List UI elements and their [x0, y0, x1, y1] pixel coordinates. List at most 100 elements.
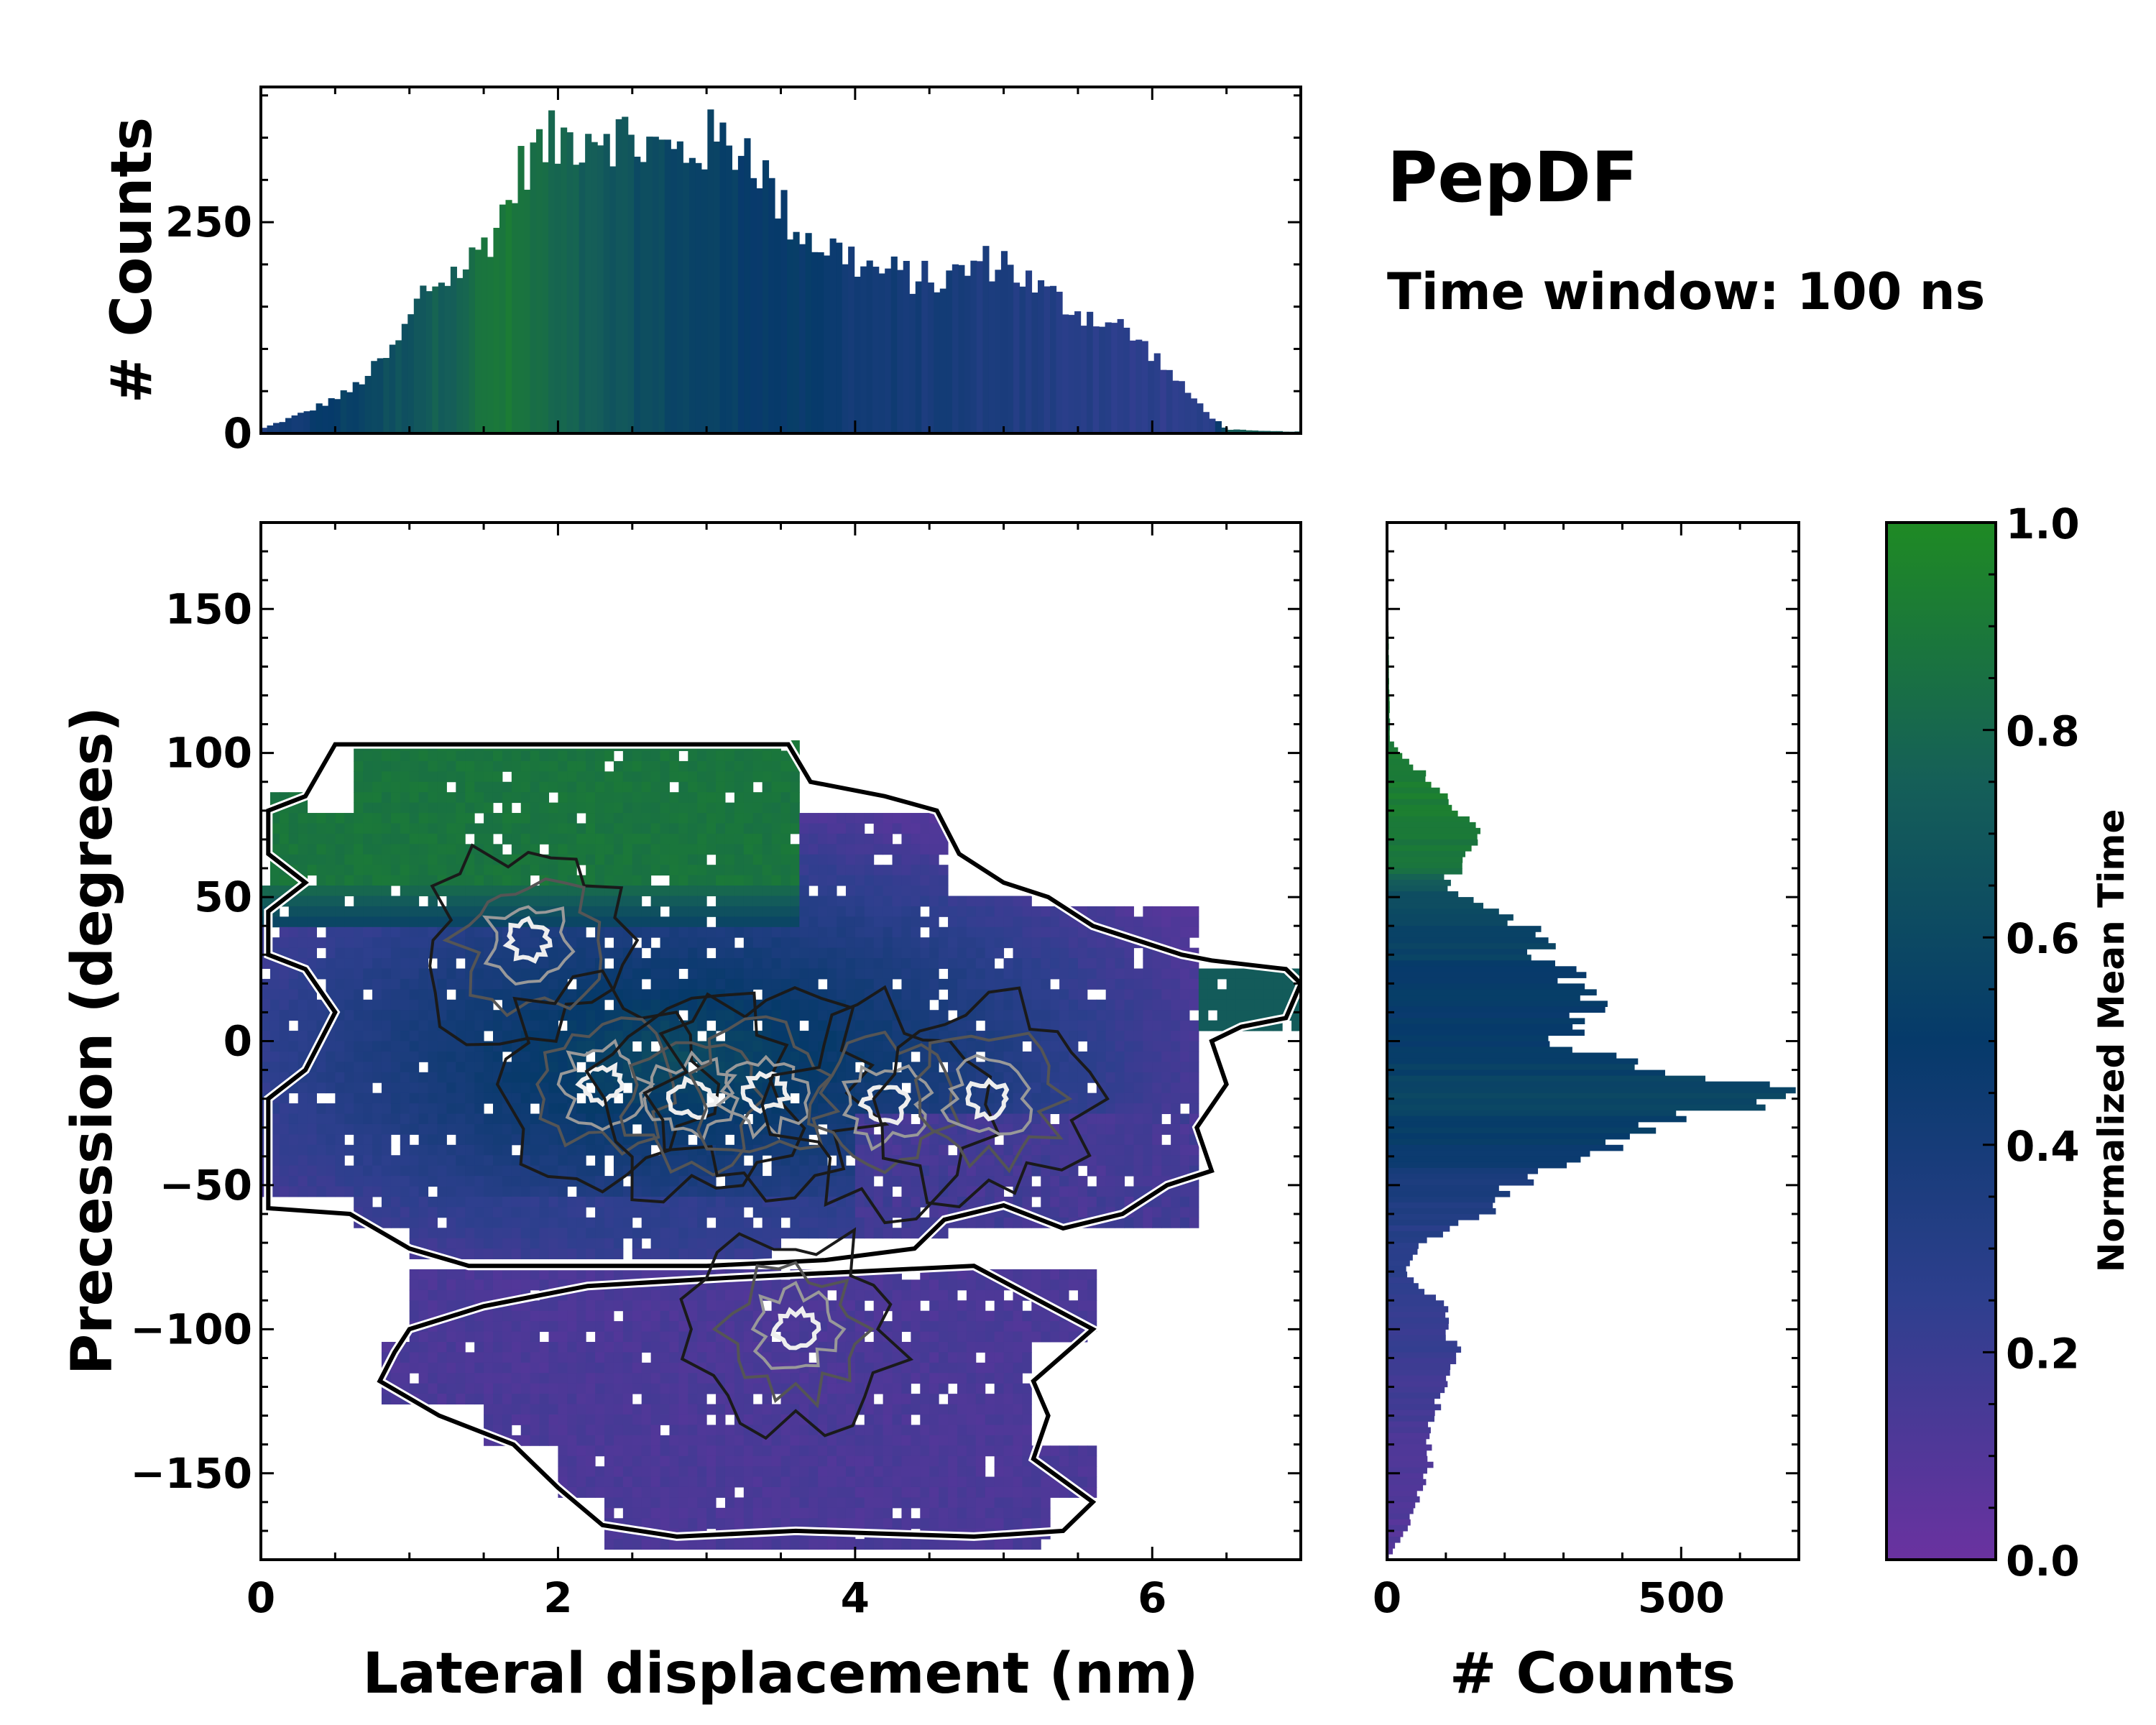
heatmap-cell — [409, 1010, 420, 1021]
heatmap-cell — [548, 886, 558, 896]
heatmap-cell — [734, 823, 745, 834]
heatmap-cell — [762, 947, 773, 959]
heatmap-cell — [456, 978, 466, 990]
heatmap-cell — [604, 1072, 614, 1083]
heatmap-cell — [734, 1031, 745, 1041]
heatmap-cell — [854, 1362, 865, 1374]
heatmap-cell — [446, 1341, 456, 1353]
top-histogram-bar — [995, 270, 1002, 433]
heatmap-cell — [901, 937, 911, 949]
heatmap-cell — [892, 1425, 902, 1436]
heatmap-cell — [799, 854, 809, 865]
heatmap-cell — [492, 1031, 503, 1041]
top-histogram-bar — [1251, 430, 1259, 433]
heatmap-cell — [873, 1155, 884, 1167]
heatmap-cell — [390, 781, 401, 793]
heatmap-cell — [688, 1414, 698, 1425]
heatmap-cell — [456, 916, 466, 928]
heatmap-cell — [799, 1031, 809, 1041]
heatmap-cell — [669, 1445, 679, 1457]
heatmap-cell — [762, 1476, 773, 1488]
heatmap-cell — [929, 989, 939, 1000]
heatmap-cell — [688, 896, 698, 907]
heatmap-cell — [669, 1497, 679, 1509]
heatmap-cell — [706, 1455, 717, 1467]
heatmap-cell — [316, 844, 326, 855]
heatmap-cell — [622, 1486, 633, 1498]
heatmap-cell — [716, 781, 726, 793]
heatmap-cell — [437, 833, 447, 845]
heatmap-cell — [437, 968, 447, 980]
heatmap-cell — [530, 1092, 540, 1104]
heatmap-cell — [929, 1425, 939, 1436]
heatmap-cell — [818, 865, 828, 876]
heatmap-cell — [837, 1518, 847, 1530]
heatmap-cell — [808, 1207, 819, 1218]
heatmap-cell — [920, 1341, 930, 1353]
heatmap-cell — [558, 947, 568, 959]
heatmap-cell — [586, 1020, 596, 1031]
heatmap-cell — [465, 1113, 475, 1125]
heatmap-cell — [539, 1228, 550, 1239]
heatmap-cell — [939, 1352, 949, 1363]
heatmap-cell — [316, 1123, 326, 1135]
heatmap-cell — [669, 947, 679, 959]
heatmap-cell — [706, 978, 717, 990]
heatmap-cell — [576, 1310, 586, 1322]
heatmap-cell — [390, 937, 401, 949]
heatmap-cell — [650, 1217, 661, 1228]
heatmap-cell — [288, 1031, 299, 1041]
heatmap-cell — [724, 1539, 735, 1550]
heatmap-cell — [641, 771, 652, 783]
heatmap-cell — [706, 1476, 717, 1488]
heatmap-cell — [660, 781, 670, 793]
heatmap-cell — [548, 1383, 558, 1394]
heatmap-cell — [883, 1020, 893, 1031]
heatmap-cell — [780, 823, 791, 834]
heatmap-cell — [520, 823, 531, 834]
heatmap-cell — [576, 1476, 586, 1488]
heatmap-cell — [409, 1352, 420, 1363]
heatmap-cell — [845, 1497, 856, 1509]
heatmap-cell — [279, 1041, 290, 1052]
heatmap-cell — [762, 750, 773, 762]
heatmap-cell — [511, 1394, 522, 1405]
heatmap-cell — [911, 1289, 921, 1301]
top-histogram-bar — [836, 242, 843, 433]
heatmap-cell — [567, 1228, 577, 1239]
top-histogram-bar — [364, 376, 372, 433]
heatmap-cell — [688, 1486, 698, 1498]
heatmap-cell — [864, 978, 875, 990]
heatmap-cell — [446, 916, 456, 928]
heatmap-cell — [724, 937, 735, 949]
heatmap-cell — [873, 1497, 884, 1509]
heatmap-cell — [530, 865, 540, 876]
heatmap-cell — [957, 1279, 967, 1291]
heatmap-cell — [539, 1352, 550, 1363]
heatmap-cell — [576, 1228, 586, 1239]
heatmap-cell — [409, 1196, 420, 1208]
top-histogram-bar — [322, 405, 329, 433]
heatmap-cell — [409, 1279, 420, 1291]
heatmap-cell — [929, 1072, 939, 1083]
heatmap-cell — [372, 1165, 382, 1177]
heatmap-cell — [864, 875, 875, 886]
heatmap-cell — [966, 1041, 977, 1052]
heatmap-cell — [520, 1092, 531, 1104]
heatmap-cell — [771, 760, 781, 772]
heatmap-cell — [613, 1394, 624, 1405]
heatmap-cell — [437, 1394, 447, 1405]
heatmap-cell — [650, 916, 661, 928]
heatmap-cell — [752, 1362, 763, 1374]
heatmap-cell — [418, 844, 429, 855]
heatmap-cell — [428, 750, 438, 762]
heatmap-cell — [502, 1196, 512, 1208]
heatmap-cell — [428, 1062, 438, 1073]
heatmap-cell — [864, 1176, 875, 1187]
heatmap-cell — [335, 1123, 345, 1135]
heatmap-cell — [901, 1310, 911, 1322]
heatmap-cell — [837, 937, 847, 949]
heatmap-cell — [372, 1031, 382, 1041]
top-histogram-bar — [646, 137, 653, 433]
